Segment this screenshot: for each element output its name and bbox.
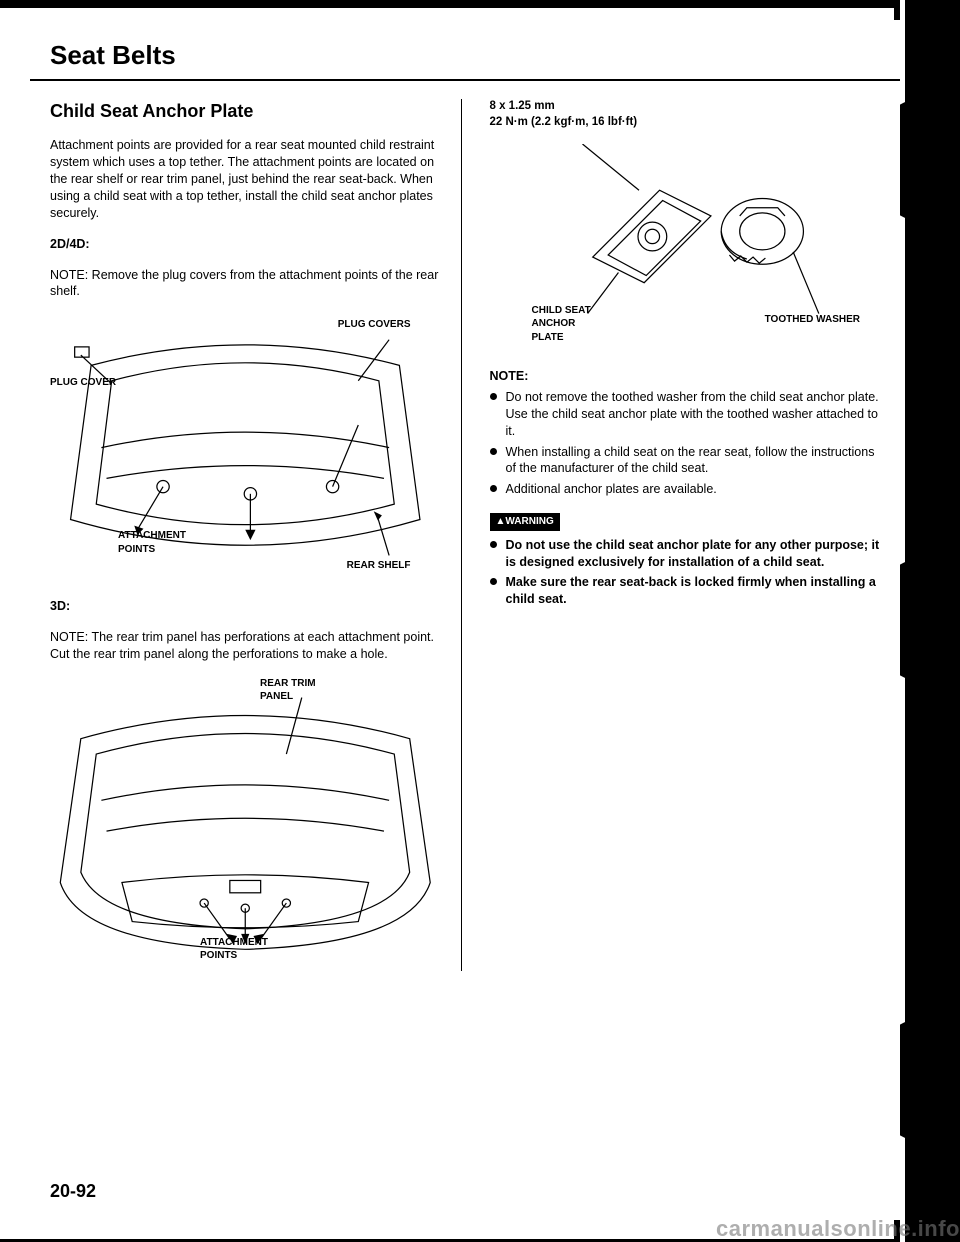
note-right-label: NOTE: xyxy=(490,368,881,385)
two-column-content: Child Seat Anchor Plate Attachment point… xyxy=(30,99,900,971)
torque-spec: 8 x 1.25 mm 22 N·m (2.2 kgf·m, 16 lbf·ft… xyxy=(490,99,881,130)
note-2d4d: NOTE: Remove the plug covers from the at… xyxy=(50,267,441,301)
section-title: Seat Belts xyxy=(30,20,900,79)
callout-plug-covers: PLUG COVERS xyxy=(338,318,411,332)
note-bullet-list: Do not remove the toothed washer from th… xyxy=(490,389,881,498)
note-bullet: When installing a child seat on the rear… xyxy=(490,444,881,478)
model-3d-label: 3D: xyxy=(50,598,441,615)
warning-bullet: Make sure the rear seat-back is locked f… xyxy=(490,574,881,608)
figure-rear-shelf: PLUG COVER PLUG COVERS ATTACHMENT POINTS… xyxy=(50,314,441,584)
callout-attachment-points-2: ATTACHMENT POINTS xyxy=(200,936,268,963)
figure-rear-trim: REAR TRIM PANEL ATTACHMENT POINTS xyxy=(50,677,441,957)
page-number: 20-92 xyxy=(50,1181,96,1202)
callout-toothed-washer: TOOTHED WASHER xyxy=(765,313,860,327)
callout-plug-cover: PLUG COVER xyxy=(50,376,116,390)
warning-bullet-list: Do not use the child seat anchor plate f… xyxy=(490,537,881,609)
watermark: carmanualsonline.info xyxy=(716,1216,960,1242)
model-2d4d-label: 2D/4D: xyxy=(50,236,441,253)
note-bullet: Do not remove the toothed washer from th… xyxy=(490,389,881,440)
warning-bullet: Do not use the child seat anchor plate f… xyxy=(490,537,881,571)
callout-attachment-points-1: ATTACHMENT POINTS xyxy=(118,529,186,556)
left-column: Child Seat Anchor Plate Attachment point… xyxy=(50,99,462,971)
page-content: Seat Belts Child Seat Anchor Plate Attac… xyxy=(30,20,900,1220)
rear-shelf-illustration xyxy=(50,314,441,591)
warning-label: ▲WARNING xyxy=(490,513,560,531)
page-top-edge xyxy=(0,0,900,8)
warning-block: ▲WARNING Do not use the child seat ancho… xyxy=(490,512,881,608)
figure-anchor-plate: CHILD SEAT ANCHOR PLATE TOOTHED WASHER xyxy=(490,144,881,354)
callout-child-seat-anchor-plate: CHILD SEAT ANCHOR PLATE xyxy=(532,304,591,345)
intro-paragraph: Attachment points are provided for a rea… xyxy=(50,137,441,221)
note-bullet: Additional anchor plates are available. xyxy=(490,481,881,498)
subsection-title: Child Seat Anchor Plate xyxy=(50,99,441,123)
title-rule xyxy=(30,79,900,81)
callout-rear-shelf: REAR SHELF xyxy=(347,559,411,573)
note-3d: NOTE: The rear trim panel has perforatio… xyxy=(50,629,441,663)
right-column: 8 x 1.25 mm 22 N·m (2.2 kgf·m, 16 lbf·ft… xyxy=(490,99,881,971)
rear-trim-illustration xyxy=(50,677,441,965)
callout-rear-trim-panel: REAR TRIM PANEL xyxy=(260,677,316,704)
